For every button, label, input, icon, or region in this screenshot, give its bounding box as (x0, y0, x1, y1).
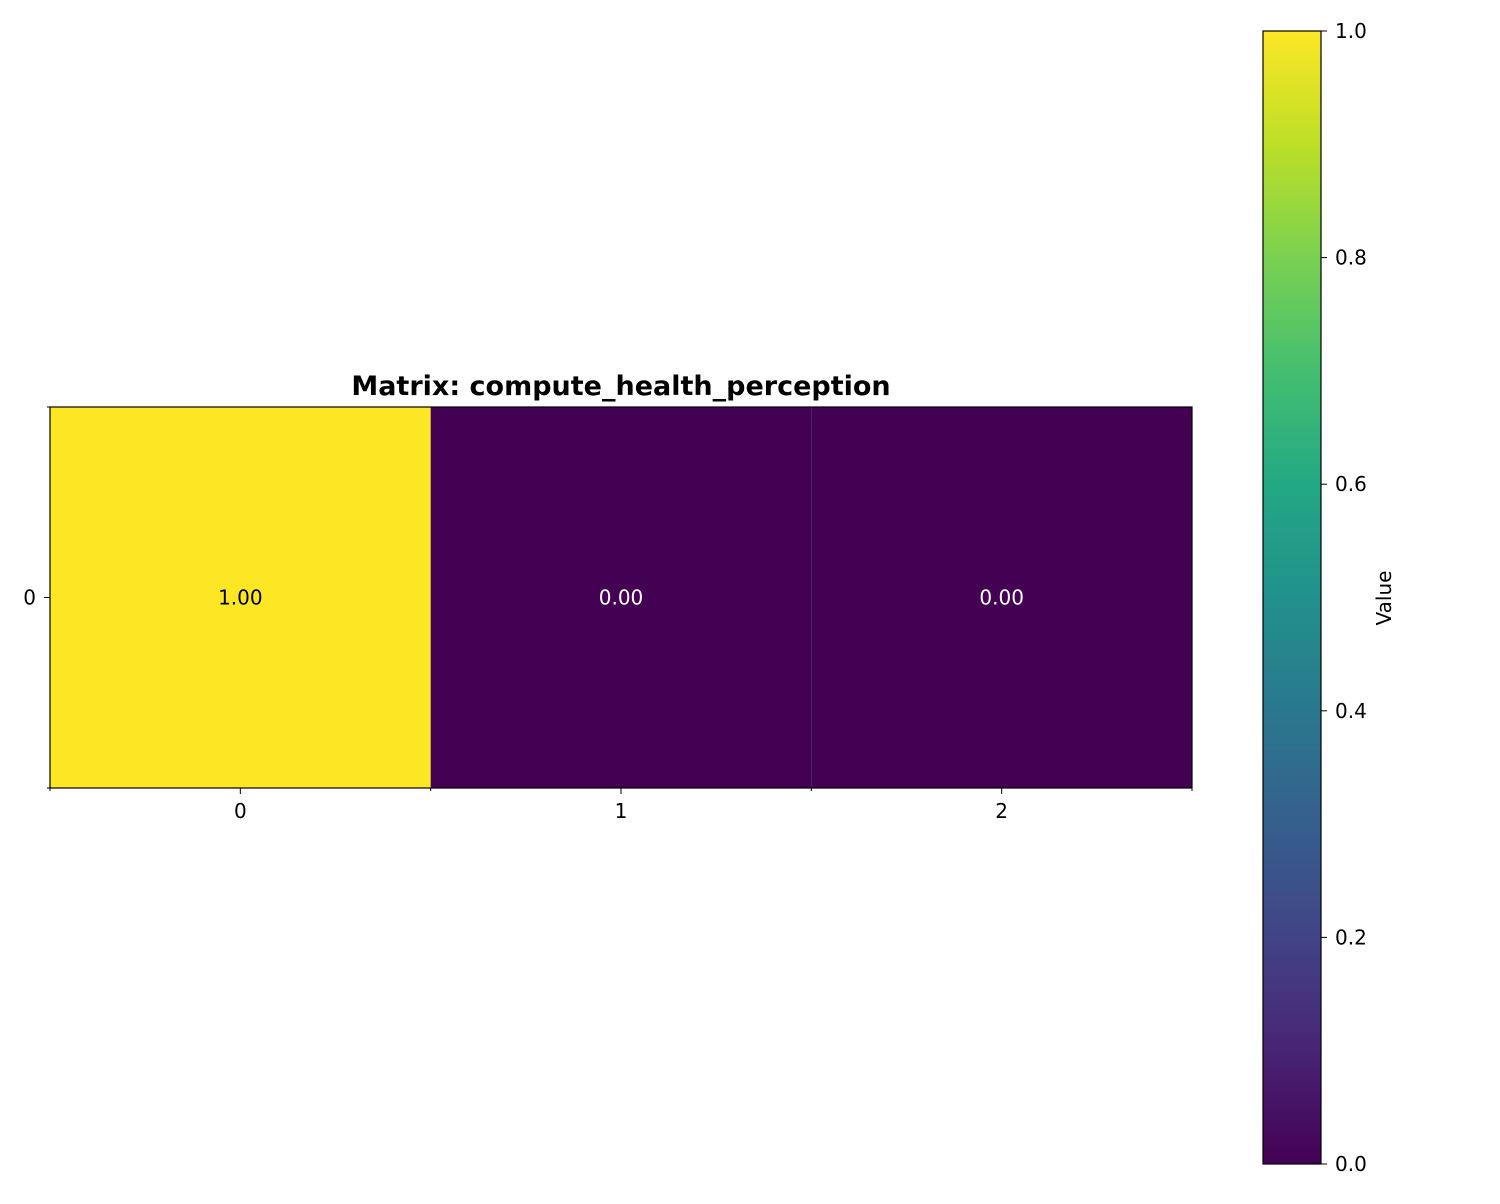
cell-value-label-0-1: 0.00 (599, 586, 644, 610)
colorbar-ticks: 0.0 0.2 0.4 0.6 0.8 1.0 (1321, 19, 1367, 1176)
colorbar-tick-label: 0.4 (1335, 699, 1367, 723)
x-tick-label: 1 (615, 799, 628, 823)
cell-value-label-0-0: 1.00 (218, 586, 263, 610)
colorbar-label: Value (1372, 571, 1396, 626)
colorbar-tick-label: 0.6 (1335, 472, 1367, 496)
x-axis-ticks: 0 1 2 (49, 788, 1193, 823)
colorbar-tick-label: 1.0 (1335, 19, 1367, 43)
heatmap-cell-labels: 1.00 0.00 0.00 (218, 586, 1024, 610)
heatmap-cell-0-0 (50, 407, 431, 788)
heatmap-cell-0-2 (811, 407, 1192, 788)
cell-value-label-0-2: 0.00 (979, 586, 1024, 610)
chart-title: Matrix: compute_health_perception (351, 371, 890, 402)
y-axis-ticks: 0 (23, 406, 50, 789)
x-tick-label: 2 (995, 799, 1008, 823)
heatmap-cells (50, 407, 1192, 788)
colorbar-tick-label: 0.8 (1335, 246, 1367, 270)
colorbar (1262, 30, 1322, 1165)
colorbar-tick-label: 0.0 (1335, 1152, 1367, 1176)
colorbar-tick-label: 0.2 (1335, 925, 1367, 949)
y-tick-label: 0 (23, 586, 36, 610)
x-tick-label: 0 (234, 799, 247, 823)
heatmap-cell-0-1 (430, 407, 812, 788)
